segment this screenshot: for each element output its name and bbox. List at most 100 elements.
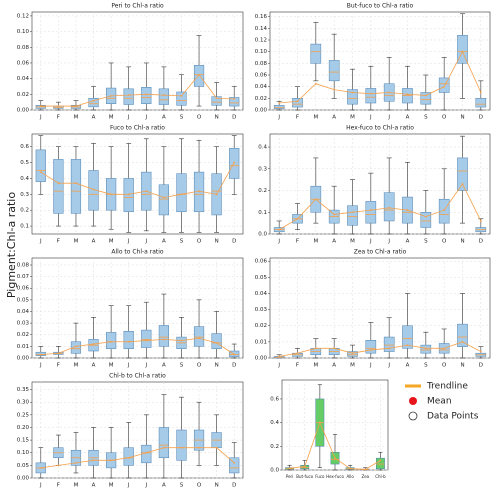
box — [158, 427, 169, 459]
x-tick-label: S — [180, 115, 184, 121]
mean-point — [92, 343, 95, 345]
x-tick-label: O — [442, 363, 447, 369]
mean-point — [75, 182, 77, 185]
x-tick-label: A — [332, 239, 336, 245]
x-tick-label: M — [74, 483, 79, 489]
x-tick-label: D — [232, 363, 236, 369]
mean-point — [145, 190, 148, 193]
chart-title: Allo to Chl-a ratio — [111, 249, 164, 256]
mean-point — [162, 94, 165, 97]
y-tick-label: 0.06 — [255, 259, 268, 265]
mean-point — [110, 340, 113, 343]
box — [211, 333, 222, 349]
x-tick-label: N — [215, 239, 219, 245]
mean-point — [39, 105, 42, 107]
y-tick-label: 0.03 — [17, 321, 30, 327]
x-tick-label: A — [406, 363, 410, 369]
y-tick-label: 0.0 — [270, 468, 279, 474]
mean-point — [369, 92, 372, 95]
mean-point — [406, 93, 409, 96]
x-tick-label: M — [74, 363, 79, 369]
x-tick-label: N — [460, 239, 464, 245]
x-tick-label: F — [296, 363, 299, 369]
legend-swatch — [408, 411, 418, 421]
mean-point — [296, 217, 299, 220]
box — [176, 429, 187, 461]
mean-point — [233, 98, 236, 100]
box — [211, 96, 222, 106]
x-tick-label: J — [277, 239, 280, 245]
box — [70, 341, 82, 354]
x-tick-label: Allo — [346, 474, 354, 479]
x-tick-label: J — [39, 483, 42, 489]
mean-point — [388, 347, 391, 350]
mean-point — [443, 85, 446, 88]
mean-point — [110, 94, 113, 97]
y-tick-label: 0.08 — [17, 262, 30, 268]
box — [475, 98, 487, 108]
box — [70, 159, 82, 214]
box — [365, 340, 377, 354]
x-tick-label: J — [39, 363, 42, 369]
x-tick-label: But-fuco — [296, 474, 313, 479]
mean-point — [198, 73, 200, 76]
box — [457, 35, 468, 64]
mean-point — [180, 94, 183, 97]
box — [35, 149, 46, 182]
y-tick-label: 0.00 — [17, 356, 30, 362]
mean-point — [278, 228, 281, 231]
x-tick-label: A — [92, 363, 96, 369]
x-tick-label: Chl-b — [375, 474, 386, 479]
x-tick-label: J — [369, 115, 372, 121]
trendline — [278, 183, 482, 230]
mean-point — [233, 461, 236, 464]
plot-frame — [31, 11, 244, 111]
y-tick-label: 0.06 — [17, 286, 30, 292]
x-tick-label: A — [162, 483, 166, 489]
x-tick-label: A — [92, 483, 96, 489]
x-tick-label: J — [369, 363, 372, 369]
mean-point — [388, 207, 391, 209]
mean-point — [180, 446, 183, 449]
mean-point — [349, 467, 352, 470]
mean-point — [198, 190, 200, 193]
chart-title: Peri to Chl-a ratio — [111, 3, 164, 10]
mean-point — [424, 215, 427, 218]
mean-point — [351, 352, 354, 355]
mean-point — [479, 91, 482, 94]
x-tick-label: J — [127, 115, 130, 121]
x-tick-label: M — [313, 115, 318, 121]
y-tick-label: 0.00 — [255, 356, 268, 362]
y-tick-label: 0.06 — [17, 60, 30, 66]
box — [193, 326, 205, 347]
x-tick-label: J — [144, 363, 147, 369]
x-tick-label: J — [144, 115, 147, 121]
mean-point — [364, 468, 367, 471]
x-tick-label: M — [350, 363, 355, 369]
mean-point — [215, 341, 218, 344]
x-tick-label: J — [277, 363, 280, 369]
chart-title: Hex-fuco to Chl-a ratio — [346, 125, 414, 132]
y-tick-label: 0.15 — [17, 438, 30, 444]
y-tick-label: 0.06 — [255, 73, 268, 79]
box — [365, 201, 377, 224]
mean-point — [57, 182, 60, 185]
x-tick-label: M — [313, 363, 318, 369]
x-tick-label: A — [162, 239, 166, 245]
mean-point — [288, 467, 291, 470]
mean-point — [406, 344, 409, 346]
y-tick-label: 0.10 — [255, 49, 268, 55]
x-tick-label: N — [215, 115, 219, 121]
x-tick-label: J — [387, 363, 390, 369]
x-tick-label: S — [424, 115, 428, 121]
mean-point — [296, 352, 299, 355]
box — [383, 336, 395, 352]
x-tick-label: F — [57, 239, 60, 245]
mean-point — [75, 345, 77, 348]
x-tick-label: M — [350, 115, 355, 121]
mean-point — [75, 105, 77, 107]
x-tick-label: A — [406, 239, 410, 245]
mean-point — [57, 464, 60, 467]
mean-point — [314, 82, 317, 85]
y-tick-label: 0.35 — [17, 387, 30, 393]
